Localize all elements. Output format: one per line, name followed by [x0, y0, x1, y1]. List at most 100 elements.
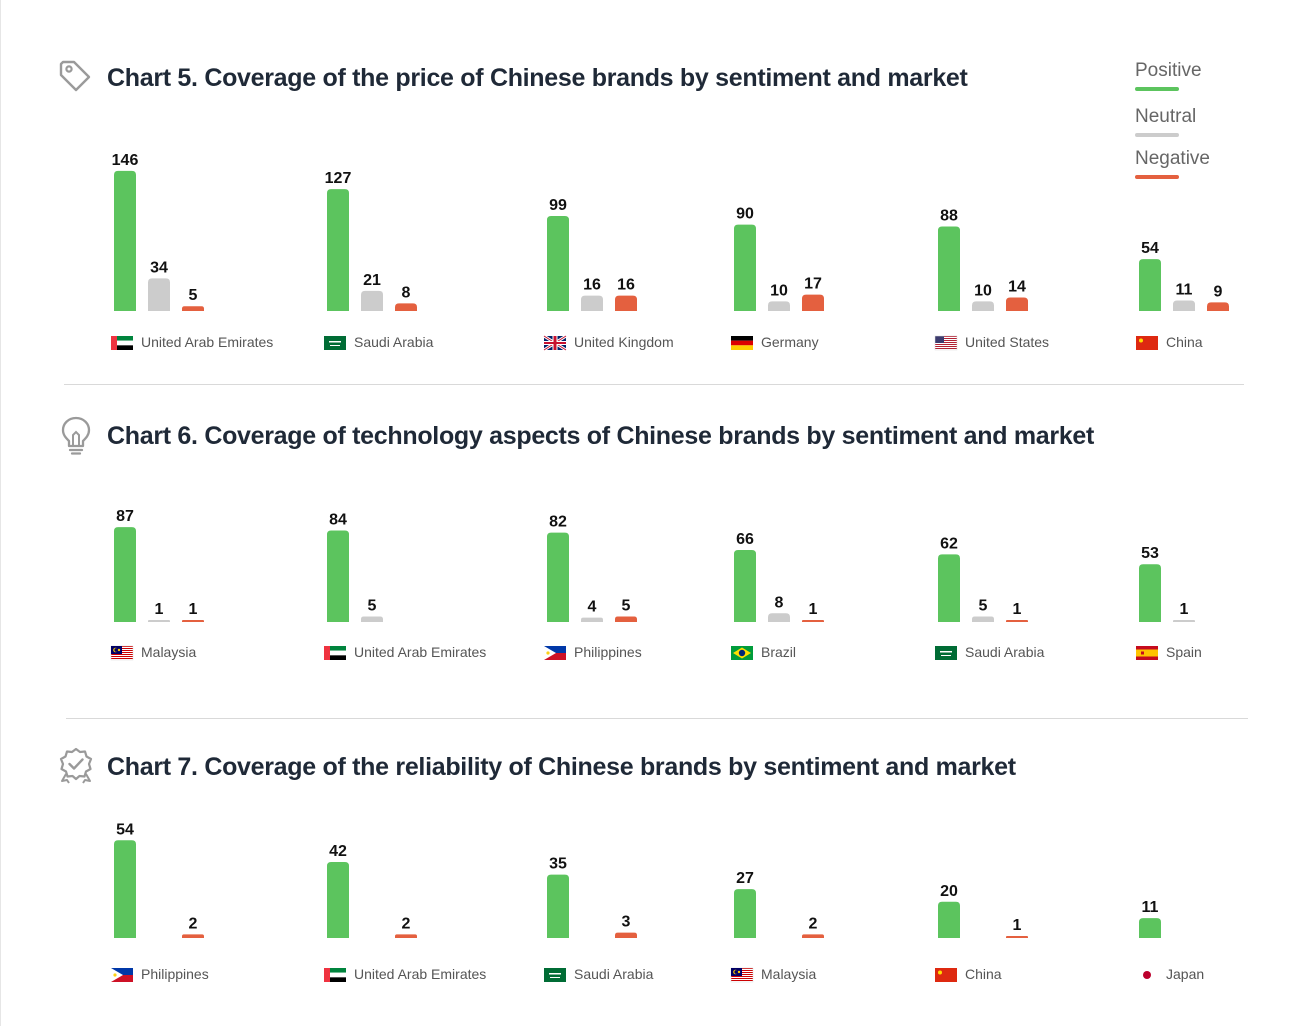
bar-neutral [361, 616, 383, 622]
bar-neutral [148, 278, 170, 311]
bar-value-label: 4 [588, 599, 597, 616]
bar-value-label: 54 [1141, 240, 1159, 257]
bar-positive [547, 874, 569, 938]
bar-value-label: 27 [736, 870, 754, 887]
bar-value-label: 5 [368, 598, 377, 615]
bar-value-label: 53 [1141, 545, 1159, 562]
bar-positive [1139, 918, 1161, 938]
bar-negative [802, 294, 824, 311]
bar-positive [547, 532, 569, 622]
bar-neutral [1173, 300, 1195, 311]
market-label: Philippines [141, 966, 209, 982]
legend-swatch [1135, 87, 1179, 91]
us-flag-icon [934, 335, 958, 351]
bar-value-label: 1 [1013, 601, 1022, 618]
bar-positive [114, 170, 136, 311]
bar-value-label: 11 [1176, 281, 1193, 298]
bar-value-label: 5 [979, 598, 988, 615]
bar-value-label: 62 [940, 535, 958, 552]
bar-value-label: 54 [116, 821, 134, 838]
bar-neutral [768, 301, 790, 311]
uae-flag-icon [111, 336, 133, 350]
market-label: Japan [1166, 966, 1204, 982]
bar-negative [615, 932, 637, 938]
bar-positive [938, 226, 960, 311]
bar-neutral [148, 620, 170, 622]
bar-positive [734, 224, 756, 311]
lightbulb-icon [61, 416, 91, 455]
bar-value-label: 16 [617, 277, 635, 294]
market-label: United Arab Emirates [354, 966, 486, 982]
bar-value-label: 2 [402, 915, 411, 932]
saudi-arabia-flag-icon [544, 968, 566, 982]
market-label: United States [965, 334, 1049, 350]
bar-negative [182, 934, 204, 938]
bar-negative [1006, 620, 1028, 622]
bar-value-label: 84 [329, 511, 347, 528]
bar-positive [1139, 564, 1161, 622]
bar-value-label: 1 [155, 601, 164, 618]
malaysia-flag-icon [730, 967, 754, 983]
saudi-arabia-flag-icon [935, 646, 957, 660]
bar-value-label: 66 [736, 531, 754, 548]
bar-positive [938, 554, 960, 622]
bar-value-label: 1 [1013, 917, 1022, 934]
bar-negative [1207, 302, 1229, 311]
uk-flag-icon [543, 334, 567, 352]
bar-value-label: 127 [325, 170, 352, 187]
bar-negative [395, 934, 417, 938]
bar-positive [327, 189, 349, 311]
legend-label: Positive [1135, 60, 1202, 81]
bar-value-label: 82 [549, 514, 567, 531]
bar-value-label: 1 [189, 601, 198, 618]
chart-title: Chart 5. Coverage of the price of Chines… [107, 64, 968, 92]
bar-value-label: 5 [189, 287, 198, 304]
bar-value-label: 3 [622, 914, 631, 931]
bar-value-label: 21 [363, 272, 381, 289]
bar-negative [1006, 936, 1028, 938]
bar-value-label: 20 [940, 883, 958, 900]
market-label: Saudi Arabia [574, 966, 654, 982]
saudi-arabia-flag-icon [324, 336, 346, 350]
market-label: United Arab Emirates [141, 334, 273, 350]
market-label: China [965, 966, 1002, 982]
bar-neutral [1173, 620, 1195, 622]
market-label: United Kingdom [574, 334, 674, 350]
bar-value-label: 99 [549, 197, 567, 214]
bar-negative [182, 306, 204, 311]
bar-positive [938, 901, 960, 938]
bar-value-label: 8 [775, 594, 784, 611]
bar-positive [734, 550, 756, 622]
market-label: United Arab Emirates [354, 644, 486, 660]
market-label: China [1166, 334, 1203, 350]
bar-positive [327, 530, 349, 622]
chart-5-plot: 146 34 5 United Arab Emirates 127 21 8 Saudi Ar… [111, 152, 1229, 352]
market-label: Philippines [574, 644, 642, 660]
bar-neutral [581, 617, 603, 622]
legend-label: Neutral [1135, 106, 1197, 127]
award-badge-icon [59, 747, 93, 784]
bar-value-label: 2 [809, 915, 818, 932]
market-label: Malaysia [141, 644, 196, 660]
market-label: Saudi Arabia [354, 334, 434, 350]
bar-value-label: 8 [402, 284, 411, 301]
market-label: Saudi Arabia [965, 644, 1045, 660]
bar-value-label: 17 [804, 276, 822, 293]
bar-value-label: 9 [1214, 283, 1223, 300]
market-label: Spain [1166, 644, 1202, 660]
germany-flag-icon [731, 336, 753, 350]
spain-flag-icon [1136, 646, 1158, 660]
bar-negative [615, 295, 637, 311]
malaysia-flag-icon [110, 645, 134, 661]
bar-positive [734, 889, 756, 938]
bar-value-label: 88 [940, 208, 958, 225]
bar-value-label: 11 [1142, 899, 1159, 916]
bar-neutral [361, 290, 383, 311]
bar-negative [182, 620, 204, 622]
brazil-flag-icon [731, 646, 753, 660]
japan-flag-icon [1143, 971, 1151, 979]
bar-value-label: 146 [112, 152, 139, 169]
divider [66, 718, 1248, 719]
bar-value-label: 1 [809, 601, 818, 618]
